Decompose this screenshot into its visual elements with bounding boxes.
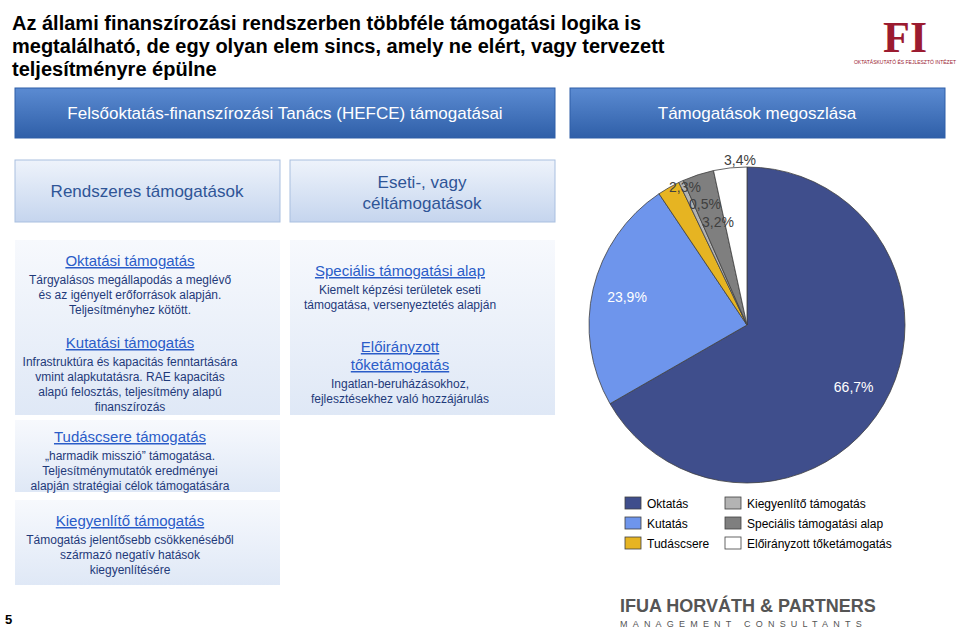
header-bar bbox=[570, 88, 945, 138]
item-text: Teljesítménymutatók eredményei bbox=[42, 464, 217, 478]
footer-brand: IFUA HORVÁTH & PARTNERS bbox=[620, 595, 876, 616]
column-header bbox=[15, 160, 280, 222]
item-heading: tőketámogatás bbox=[351, 356, 449, 373]
header-bar bbox=[15, 88, 555, 138]
pie: 66,7% 23,9% 2,3%0,5% 3,2% 3,4% bbox=[589, 152, 905, 483]
legend-label: Kiegyenlítő támogatás bbox=[747, 497, 866, 511]
item-heading: Tudáscsere támogatás bbox=[54, 428, 206, 445]
legend-swatch bbox=[625, 517, 641, 529]
slide-title: Az állami finanszírozási rendszerben töb… bbox=[12, 12, 641, 34]
slide-title: teljesítményre épülne bbox=[12, 58, 217, 80]
item-heading: Kiegyenlítő támogatás bbox=[56, 512, 204, 529]
item-text: Teljesítményhez kötött. bbox=[69, 303, 191, 317]
item-heading: Előirányzott bbox=[361, 338, 440, 355]
data-label: 0,5% bbox=[689, 196, 721, 212]
data-label: 2,3% bbox=[669, 179, 701, 195]
item-text: Kiemelt képzési területek eseti bbox=[319, 283, 481, 297]
item-text: „harmadik misszió” támogatása. bbox=[45, 449, 215, 463]
item-heading: Oktatási támogatás bbox=[65, 252, 194, 269]
data-label: 66,7% bbox=[834, 379, 874, 395]
item-text: Ingatlan-beruházásokhoz, bbox=[331, 377, 469, 391]
pie-slice bbox=[714, 167, 747, 325]
item-text: támogatása, versenyeztetés alapján bbox=[304, 298, 496, 312]
legend-label: Tudáscsere bbox=[647, 537, 710, 551]
item-text: alapján stratégiai célok támogatására bbox=[31, 479, 230, 493]
logo: FI bbox=[883, 13, 927, 62]
item-text: származó negatív hatások bbox=[60, 548, 201, 562]
legend-label: Kutatás bbox=[647, 517, 688, 531]
item-text: vmint alapkutatásra. RAE kapacitás bbox=[35, 370, 224, 384]
column-header-text: céltámogatások bbox=[362, 194, 482, 213]
column-header bbox=[290, 160, 555, 222]
item-text: Tárgyalásos megállapodás a meglévő bbox=[29, 273, 231, 287]
content-box bbox=[15, 500, 280, 585]
legend-label: Speciális támogatási alap bbox=[747, 517, 883, 531]
legend-label: Oktatás bbox=[647, 497, 688, 511]
item-text: alapú felosztás, teljesítmény alapú bbox=[38, 385, 221, 399]
item-heading: Kutatási támogatás bbox=[66, 334, 194, 351]
data-label: 3,2% bbox=[702, 214, 734, 230]
page-number: 5 bbox=[5, 612, 12, 627]
legend-swatch bbox=[625, 537, 641, 549]
item-text: Támogatás jelentősebb csökkenéséből bbox=[26, 533, 233, 547]
content-box bbox=[15, 240, 280, 415]
footer-sub: MANAGEMENT CONSULTANTS bbox=[620, 619, 867, 629]
item-heading: Speciális támogatási alap bbox=[315, 262, 485, 279]
header-text: Felsőoktatás-finanszírozási Tanács (HEFC… bbox=[67, 104, 502, 123]
content-box bbox=[15, 420, 280, 492]
data-label: 23,9% bbox=[607, 289, 647, 305]
slide-title: megtalálható, de egy olyan elem sincs, a… bbox=[12, 35, 665, 57]
legend-label: Előirányzott tőketámogatás bbox=[747, 537, 892, 551]
slide: Az állami finanszírozási rendszerben töb… bbox=[0, 0, 960, 630]
legend-swatch bbox=[725, 537, 741, 549]
data-label: 3,4% bbox=[724, 152, 756, 168]
logo-caption: OKTATÁSKUTATÓ ÉS FEJLESZTŐ INTÉZET bbox=[854, 59, 956, 65]
legend-swatch bbox=[725, 517, 741, 529]
item-text: kiegyenlítésére bbox=[90, 563, 171, 577]
item-text: finanszírozás bbox=[95, 400, 166, 414]
legend: Oktatás Kutatás Tudáscsere Kiegyenlítő támo… bbox=[625, 497, 892, 551]
item-text: Infrastruktúra és kapacitás fenntartásár… bbox=[23, 355, 238, 369]
content-box bbox=[290, 240, 555, 415]
chart-title: Támogatások megoszlása bbox=[658, 104, 857, 123]
pie-slice bbox=[589, 194, 747, 404]
legend-swatch bbox=[725, 497, 741, 509]
item-text: és az igényelt erőforrások alapján. bbox=[39, 288, 222, 302]
item-text: fejlesztésekhez való hozzájárulás bbox=[311, 392, 489, 406]
column-header-text: Rendszeres támogatások bbox=[51, 182, 244, 201]
column-header-text: Eseti-, vagy bbox=[378, 173, 467, 192]
legend-swatch bbox=[625, 497, 641, 509]
